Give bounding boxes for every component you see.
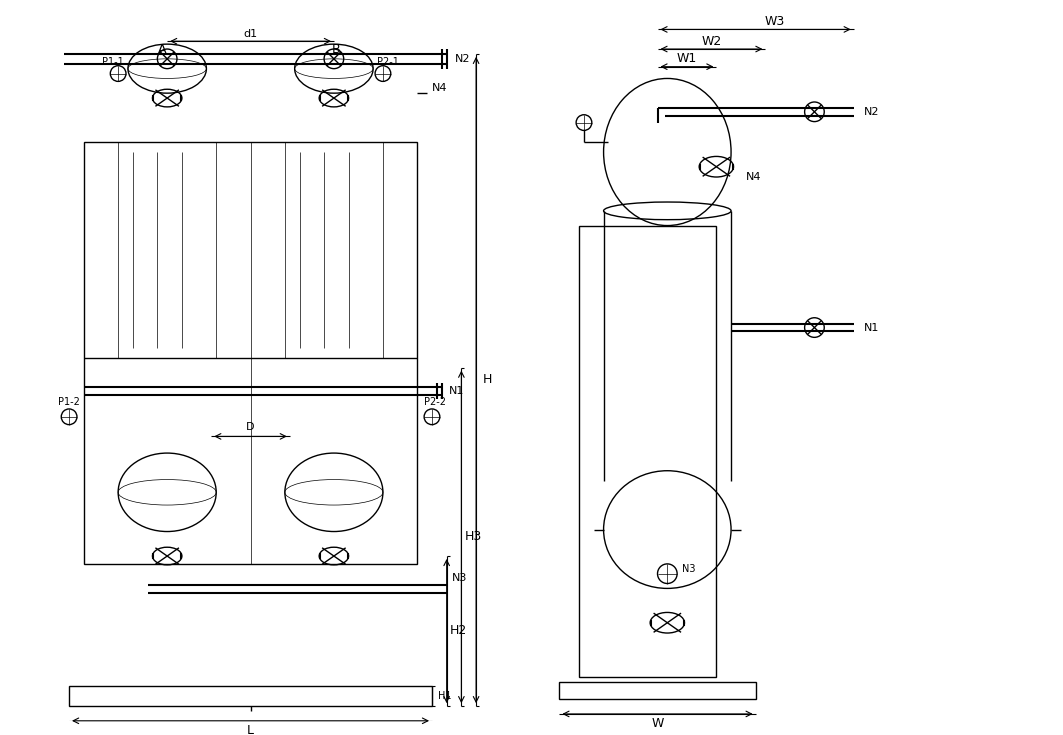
Text: L: L	[247, 724, 254, 735]
Text: A: A	[158, 43, 167, 56]
Bar	[559, 681, 756, 699]
Bar	[84, 142, 418, 564]
Text: H: H	[484, 373, 492, 386]
Text: N3: N3	[682, 564, 695, 574]
Text: N2: N2	[863, 107, 879, 117]
Bar	[118, 142, 216, 358]
Bar	[285, 142, 383, 358]
Text: N1: N1	[863, 323, 879, 332]
Text: P2-1: P2-1	[377, 57, 399, 67]
Text: N4: N4	[432, 83, 448, 93]
Text: P2-2: P2-2	[424, 397, 445, 407]
Text: H2: H2	[450, 624, 467, 637]
Text: W2: W2	[702, 35, 722, 48]
Bar	[579, 226, 716, 677]
Text: N2: N2	[455, 54, 470, 64]
Text: W1: W1	[677, 52, 697, 65]
Text: P1-1: P1-1	[102, 57, 124, 67]
Text: d1: d1	[243, 29, 257, 40]
Bar	[69, 686, 432, 706]
Text: H1: H1	[438, 692, 452, 701]
Text: N3: N3	[452, 573, 467, 583]
Text: B: B	[332, 43, 340, 56]
Text: W3: W3	[765, 15, 786, 28]
Text: W: W	[652, 717, 663, 731]
Text: H3: H3	[465, 530, 482, 543]
Text: N4: N4	[746, 171, 761, 182]
Text: P1-2: P1-2	[58, 397, 80, 407]
Text: N1: N1	[449, 387, 465, 396]
Text: D: D	[247, 422, 255, 431]
